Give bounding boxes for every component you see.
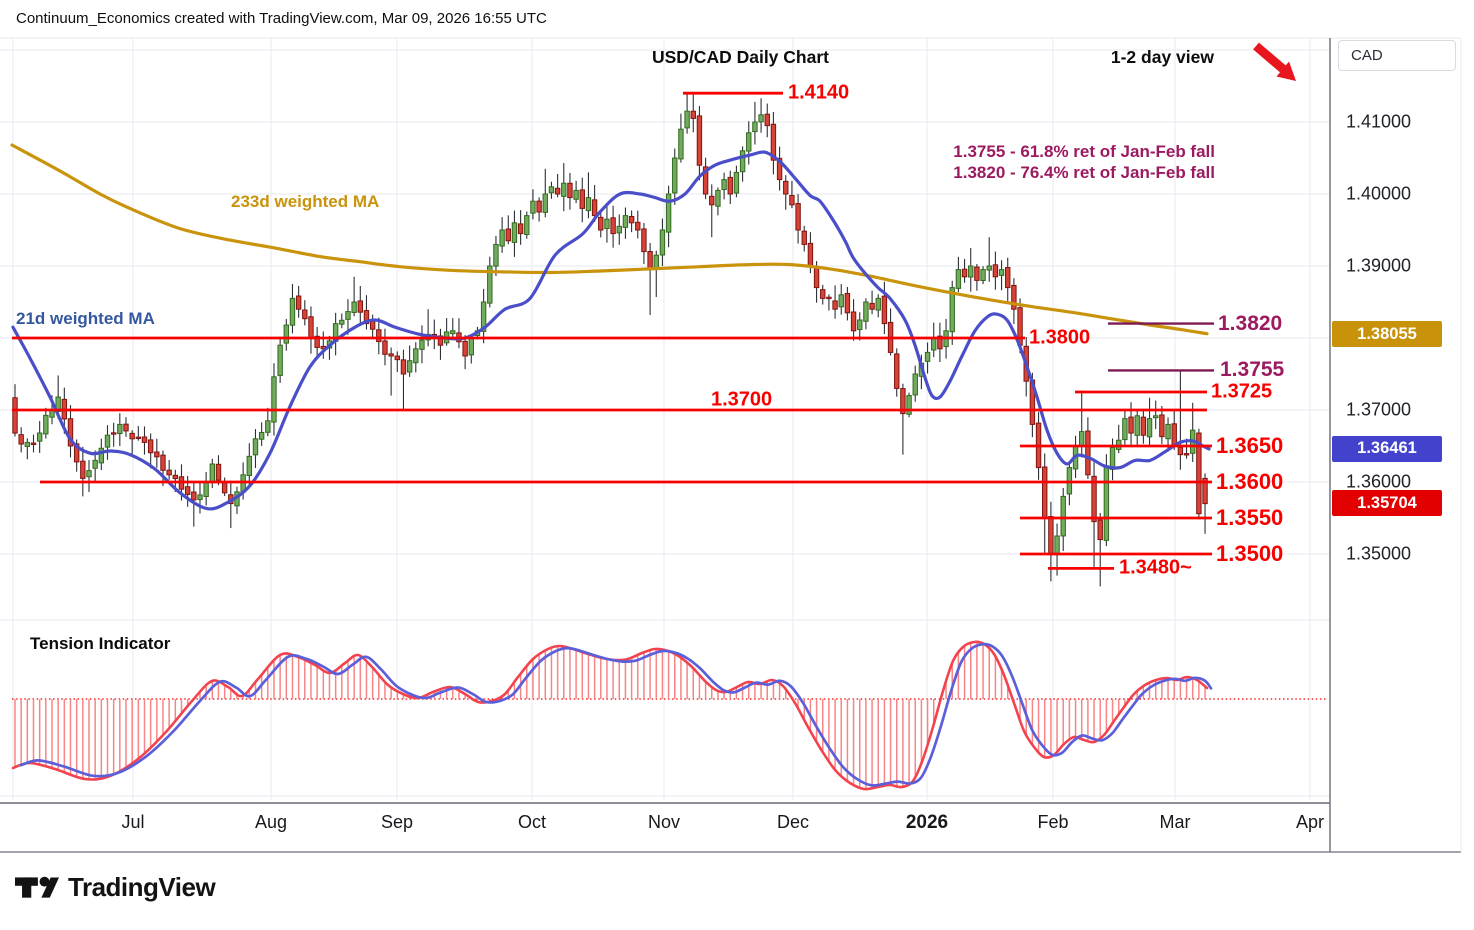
- axis-price-label: 1.36000: [1346, 471, 1412, 492]
- axis-month-label-Feb: Feb: [1037, 812, 1069, 832]
- price-level-label-1.3820: 1.3820: [1218, 311, 1283, 335]
- ma233-label: 233d weighted MA: [231, 192, 380, 211]
- axis-price-label: 1.41000: [1346, 111, 1412, 132]
- tradingview-logo-text: TradingView: [68, 872, 216, 902]
- price-level-label-1.3550: 1.3550: [1216, 505, 1284, 530]
- axis-month-label-Aug: Aug: [254, 812, 288, 832]
- price-level-label-1.3800: 1.3800: [1029, 326, 1091, 349]
- down-right-arrow-icon: [1251, 42, 1299, 89]
- tension-indicator-label: Tension Indicator: [30, 634, 171, 653]
- axis-month-label-Sep: Sep: [380, 812, 414, 832]
- axis-month-label-2026: 2026: [905, 812, 949, 833]
- retracement-annotation-2: 1.3820 - 76.4% ret of Jan-Feb fall: [953, 163, 1215, 182]
- axis-price-label: 1.39000: [1346, 255, 1412, 276]
- currency-selector-value: CAD: [1351, 47, 1383, 64]
- price-level-label-1.3500: 1.3500: [1216, 541, 1284, 566]
- view-horizon-note: 1-2 day view: [1110, 47, 1214, 67]
- ma21-price-badge: 1.36461: [1332, 435, 1442, 462]
- ma21-label: 21d weighted MA: [16, 309, 155, 328]
- attribution-text: Continuum_Economics created with Trading…: [16, 10, 547, 27]
- price-level-label-1.4140: 1.4140: [788, 81, 850, 104]
- price-level-label-1.3725: 1.3725: [1211, 380, 1273, 403]
- tradingview-logo-icon: [15, 876, 59, 898]
- axis-month-label-Nov: Nov: [647, 812, 681, 832]
- price-level-label-1.3600: 1.3600: [1216, 469, 1284, 494]
- currency-selector[interactable]: CAD: [1338, 40, 1456, 71]
- price-level-label-1.3755: 1.3755: [1220, 358, 1285, 382]
- axis-month-label-Mar: Mar: [1159, 812, 1191, 832]
- axis-month-label-Apr: Apr: [1295, 812, 1325, 832]
- axis-price-label: 1.40000: [1346, 183, 1412, 204]
- retracement-annotation-1: 1.3755 - 61.8% ret of Jan-Feb fall: [953, 142, 1215, 161]
- price-level-label-1.3650: 1.3650: [1216, 433, 1284, 458]
- chart-title: USD/CAD Daily Chart: [652, 47, 829, 67]
- tradingview-logo[interactable]: TradingView: [15, 872, 216, 903]
- last-price-badge: 1.35704: [1332, 490, 1442, 517]
- axis-price-label: 1.35000: [1346, 543, 1412, 564]
- axis-month-label-Dec: Dec: [776, 812, 810, 832]
- price-level-label-1.3700: 1.3700: [711, 388, 773, 411]
- axis-month-label-Jul: Jul: [121, 812, 145, 832]
- axis-price-label: 1.37000: [1346, 399, 1412, 420]
- price-level-label-1.3480: 1.3480~: [1119, 556, 1192, 579]
- axis-month-label-Oct: Oct: [517, 812, 547, 832]
- ma233-price-badge: 1.38055: [1332, 321, 1442, 348]
